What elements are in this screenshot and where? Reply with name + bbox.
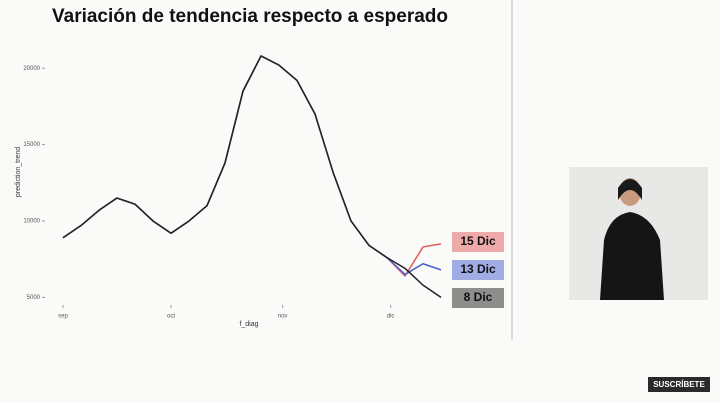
- y-tick-label: 5000: [27, 295, 41, 301]
- x-tick-label: oct: [167, 314, 175, 320]
- legend-item: 8 Dic: [452, 288, 504, 308]
- legend-label: 15 Dic: [460, 234, 496, 248]
- subscribe-button[interactable]: SUSCRÍBETE: [648, 377, 710, 392]
- x-tick-label: nov: [278, 314, 288, 320]
- x-axis-label: f_diag: [239, 321, 258, 328]
- x-tick-label: dic: [387, 314, 395, 320]
- x-tick-label: sep: [58, 314, 68, 320]
- person-hair: [618, 179, 642, 200]
- y-tick-label: 20000: [23, 66, 40, 72]
- legend-box: [452, 288, 504, 308]
- series-line: [62, 55, 442, 298]
- series-line: [62, 55, 442, 277]
- subscribe-bg[interactable]: [648, 377, 710, 392]
- y-axis-label: prediction_trend: [15, 147, 22, 197]
- legend-label: 13 Dic: [460, 262, 496, 276]
- y-tick-label: 10000: [23, 219, 40, 225]
- legend-box: [452, 232, 504, 252]
- legend-item: 15 Dic: [452, 232, 504, 252]
- chart-title: Variación de tendencia respecto a espera…: [52, 6, 448, 27]
- legend-item: 13 Dic: [452, 260, 504, 280]
- legend-box: [452, 260, 504, 280]
- series-line: [62, 55, 442, 276]
- legend-label: 8 Dic: [464, 290, 493, 304]
- y-tick-label: 15000: [23, 142, 40, 148]
- interpreter-video: [569, 167, 708, 300]
- person-body: [600, 212, 664, 300]
- subscribe-text[interactable]: SUSCRÍBETE: [653, 380, 705, 389]
